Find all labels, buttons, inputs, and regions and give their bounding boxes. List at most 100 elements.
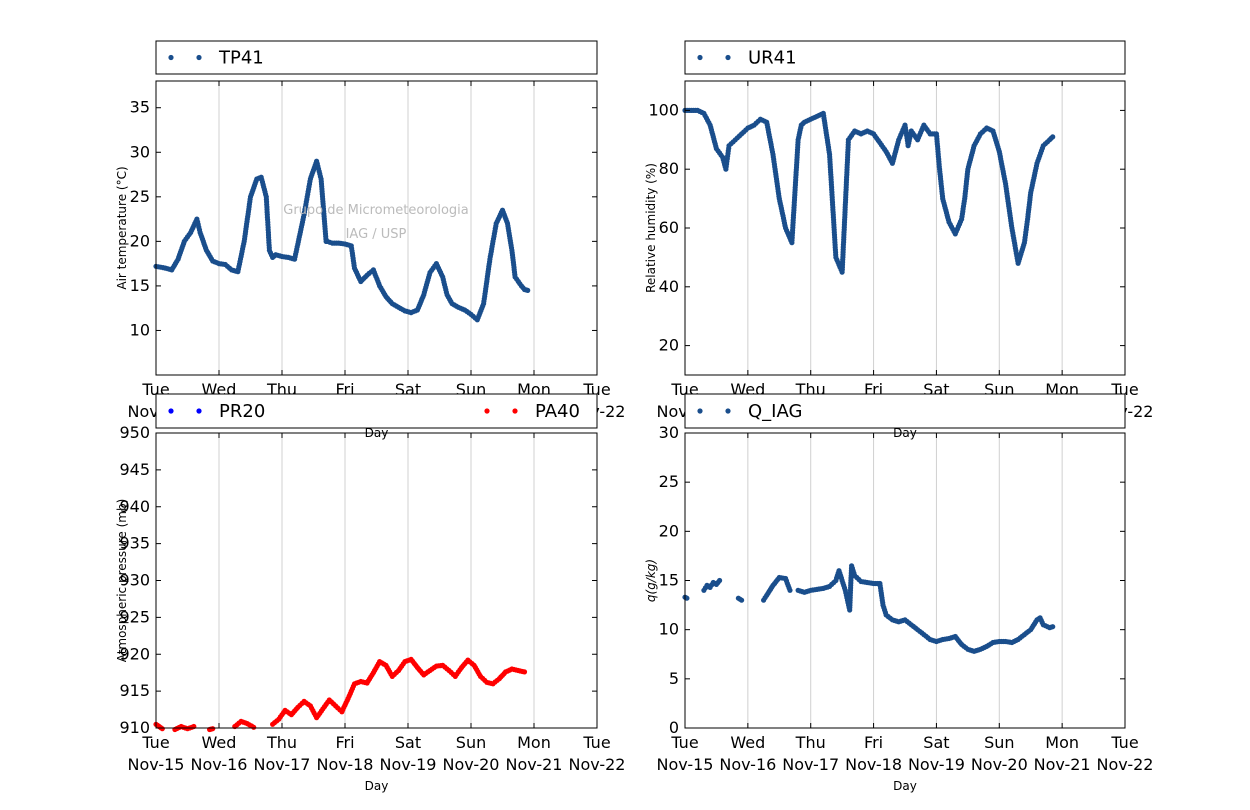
x-tick-label: Nov-18 bbox=[845, 755, 902, 774]
x-tick-label: Nov-16 bbox=[191, 755, 248, 774]
plot-frame bbox=[684, 432, 1126, 729]
y-tick-label: 940 bbox=[119, 497, 150, 516]
data-point bbox=[787, 587, 793, 593]
x-tick-label: Tue bbox=[1110, 733, 1138, 752]
x-tick-label: Tue bbox=[582, 733, 610, 752]
x-tick-label: Nov-20 bbox=[971, 755, 1028, 774]
watermark: Grupo de Micrometeorologia IAG / USP bbox=[283, 203, 469, 242]
legend-label: PA40 bbox=[535, 401, 580, 422]
legend-box bbox=[155, 40, 598, 75]
y-tick-label: 935 bbox=[119, 534, 150, 553]
y-tick-label: 15 bbox=[130, 276, 150, 295]
x-tick-label: Nov-17 bbox=[254, 755, 311, 774]
y-tick-label: 100 bbox=[648, 100, 679, 119]
y-tick-label: 40 bbox=[659, 277, 679, 296]
legend-marker bbox=[484, 408, 490, 414]
y-tick-label: 945 bbox=[119, 460, 150, 479]
y-tick-label: 25 bbox=[659, 472, 679, 491]
legend-box bbox=[684, 40, 1126, 75]
x-tick-label: Mon bbox=[1045, 733, 1079, 752]
y-tick-label: 10 bbox=[130, 320, 150, 339]
y-axis-label: q(g/kg) bbox=[644, 559, 658, 602]
legend-marker bbox=[697, 54, 703, 61]
y-tick-label: 0 bbox=[669, 718, 679, 737]
x-tick-label: Wed bbox=[202, 733, 237, 752]
legend-box bbox=[684, 393, 1126, 429]
x-tick-label: Mon bbox=[517, 733, 551, 752]
legend-label: Q_IAG bbox=[748, 401, 802, 422]
y-tick-label: 20 bbox=[659, 336, 679, 355]
legend-marker bbox=[196, 54, 202, 61]
y-tick-label: 35 bbox=[130, 98, 150, 117]
plot-frame bbox=[155, 80, 598, 376]
y-tick-label: 920 bbox=[119, 644, 150, 663]
legend: PR20 PA40 bbox=[155, 393, 598, 429]
x-tick-label: Sun bbox=[456, 733, 486, 752]
x-tick-label: Nov-19 bbox=[908, 755, 965, 774]
x-tick-label: Tue bbox=[141, 733, 169, 752]
data-point bbox=[717, 577, 723, 584]
y-tick-label: 20 bbox=[130, 231, 150, 250]
legend-marker bbox=[512, 408, 518, 414]
y-tick-label: 30 bbox=[659, 423, 679, 442]
x-tick-label: Sun bbox=[984, 733, 1014, 752]
legend-marker bbox=[168, 408, 174, 414]
watermark-line1: Grupo de Micrometeorologia bbox=[283, 203, 469, 218]
x-tick-label: Wed bbox=[730, 733, 765, 752]
legend-marker bbox=[725, 54, 731, 61]
x-tick-label: Nov-19 bbox=[380, 755, 437, 774]
x-tick-label: Nov-22 bbox=[1097, 755, 1154, 774]
y-tick-label: 60 bbox=[659, 218, 679, 237]
x-tick-label: Fri bbox=[864, 733, 883, 752]
legend-marker bbox=[196, 408, 202, 414]
x-tick-label: Thu bbox=[266, 733, 297, 752]
legend-box bbox=[155, 393, 598, 429]
y-tick-label: 80 bbox=[659, 159, 679, 178]
x-tick-label: Nov-17 bbox=[782, 755, 839, 774]
legend-label: UR41 bbox=[748, 48, 797, 69]
x-tick-label: Nov-22 bbox=[569, 755, 626, 774]
x-tick-label: Sat bbox=[395, 733, 421, 752]
x-tick-label: Sat bbox=[923, 733, 949, 752]
humidity-panel: TueNov-15WedNov-16ThuNov-17FriNov-18SatN… bbox=[644, 40, 1153, 440]
legend-marker bbox=[168, 54, 174, 61]
data-point bbox=[1050, 134, 1056, 140]
legend-label: PR20 bbox=[219, 401, 265, 422]
legend: UR41 bbox=[684, 40, 1126, 75]
x-tick-label: Nov-20 bbox=[443, 755, 500, 774]
legend-label: TP41 bbox=[218, 48, 264, 69]
legend-marker bbox=[697, 408, 703, 414]
x-tick-label: Nov-16 bbox=[719, 755, 776, 774]
x-tick-label: Nov-15 bbox=[657, 755, 714, 774]
data-point bbox=[739, 597, 745, 603]
x-tick-label: Nov-18 bbox=[317, 755, 374, 774]
y-tick-label: 925 bbox=[119, 607, 150, 626]
x-axis-label: Day bbox=[365, 779, 389, 793]
data-point bbox=[1050, 624, 1056, 630]
data-point bbox=[525, 287, 531, 293]
legend: Q_IAG bbox=[684, 393, 1126, 429]
y-tick-label: 10 bbox=[659, 620, 679, 639]
pressure-panel: Tue Nov-15 Wed Nov-16 Thu Nov-17 Fri Nov-18 Sat N… bbox=[115, 393, 626, 793]
y-tick-label: 15 bbox=[659, 571, 679, 590]
x-tick-label: Nov-21 bbox=[1034, 755, 1091, 774]
y-tick-label: 910 bbox=[119, 718, 150, 737]
data-point bbox=[521, 669, 528, 675]
y-tick-label: 5 bbox=[669, 669, 679, 688]
x-tick-label: Fri bbox=[335, 733, 354, 752]
data-point bbox=[210, 726, 216, 732]
x-tick-label: Thu bbox=[795, 733, 826, 752]
data-point bbox=[684, 595, 690, 601]
y-axis-label: Relative humidity (%) bbox=[644, 163, 658, 293]
data-point bbox=[251, 724, 257, 730]
plot-frame bbox=[155, 432, 598, 729]
y-tick-label: 915 bbox=[119, 681, 150, 700]
legend: TP41 bbox=[155, 40, 598, 75]
y-tick-label: 20 bbox=[659, 521, 679, 540]
x-tick-label: Nov-21 bbox=[506, 755, 563, 774]
y-tick-label: 25 bbox=[130, 187, 150, 206]
y-tick-label: 950 bbox=[119, 423, 150, 442]
data-point bbox=[159, 726, 165, 732]
x-tick-label: Nov-15 bbox=[128, 755, 185, 774]
